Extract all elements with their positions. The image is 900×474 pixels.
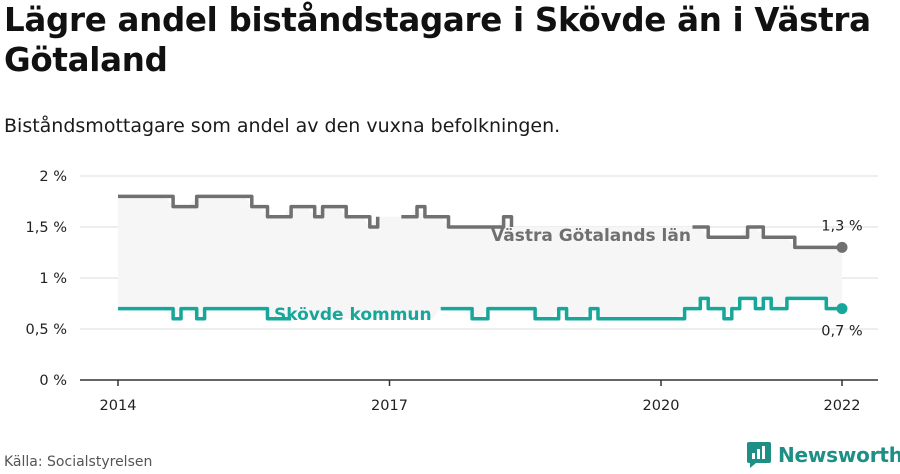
band-layer: [118, 196, 842, 319]
axis-layer: 0 % 0,5 % 1 % 1,5 % 2 % 2014 2017 2020 2022: [26, 169, 878, 414]
y-tick-label: 1 %: [39, 271, 67, 287]
series-layer: [118, 194, 848, 321]
x-tick-label: 2020: [643, 398, 680, 414]
series-end-marker-1: [836, 303, 848, 315]
y-tick-label: 2 %: [39, 169, 67, 185]
end-value-label: 1,3 %: [821, 218, 862, 234]
newsworthy-logo-icon: [747, 442, 771, 468]
series-line-0: [118, 194, 842, 250]
y-tick-label: 0,5 %: [26, 322, 67, 338]
x-tick-label: 2022: [824, 398, 861, 414]
chart-subtitle: Biståndsmottagare som andel av den vuxna…: [4, 115, 561, 137]
series-end-marker-0: [836, 241, 848, 253]
y-tick-label: 1,5 %: [26, 220, 67, 236]
end-value-label: 0,7 %: [821, 324, 862, 340]
series-line-1: [118, 296, 842, 321]
brand-name: Newsworthy: [778, 443, 900, 467]
label-layer: 1,3 % 0,7 % Västra Götalands län Skövde kom…: [274, 218, 863, 339]
x-tick-label: 2017: [371, 398, 408, 414]
brand-logo[interactable]: Newsworthy: [746, 441, 900, 469]
chart-title: Lägre andel biståndstagare i Skövde än i…: [4, 1, 871, 79]
source-note: Källa: Socialstyrelsen: [4, 454, 153, 470]
range-band: [118, 196, 842, 319]
series-name-label: Skövde kommun: [274, 305, 432, 325]
x-tick-label: 2014: [100, 398, 137, 414]
y-tick-label: 0 %: [39, 373, 67, 389]
series-name-label: Västra Götalands län: [491, 226, 691, 246]
